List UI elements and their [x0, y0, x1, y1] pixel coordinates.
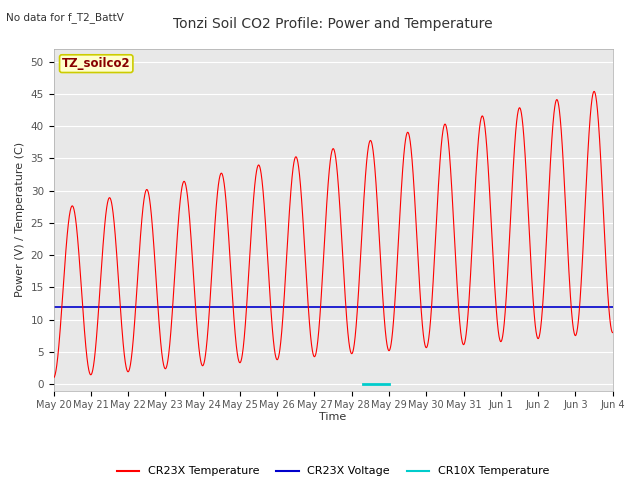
X-axis label: Time: Time [319, 412, 347, 422]
Text: No data for f_T2_BattV: No data for f_T2_BattV [6, 12, 124, 23]
Text: TZ_soilco2: TZ_soilco2 [62, 57, 131, 70]
Legend: CR23X Temperature, CR23X Voltage, CR10X Temperature: CR23X Temperature, CR23X Voltage, CR10X … [113, 462, 554, 480]
Text: Tonzi Soil CO2 Profile: Power and Temperature: Tonzi Soil CO2 Profile: Power and Temper… [173, 17, 493, 31]
Y-axis label: Power (V) / Temperature (C): Power (V) / Temperature (C) [15, 142, 25, 297]
